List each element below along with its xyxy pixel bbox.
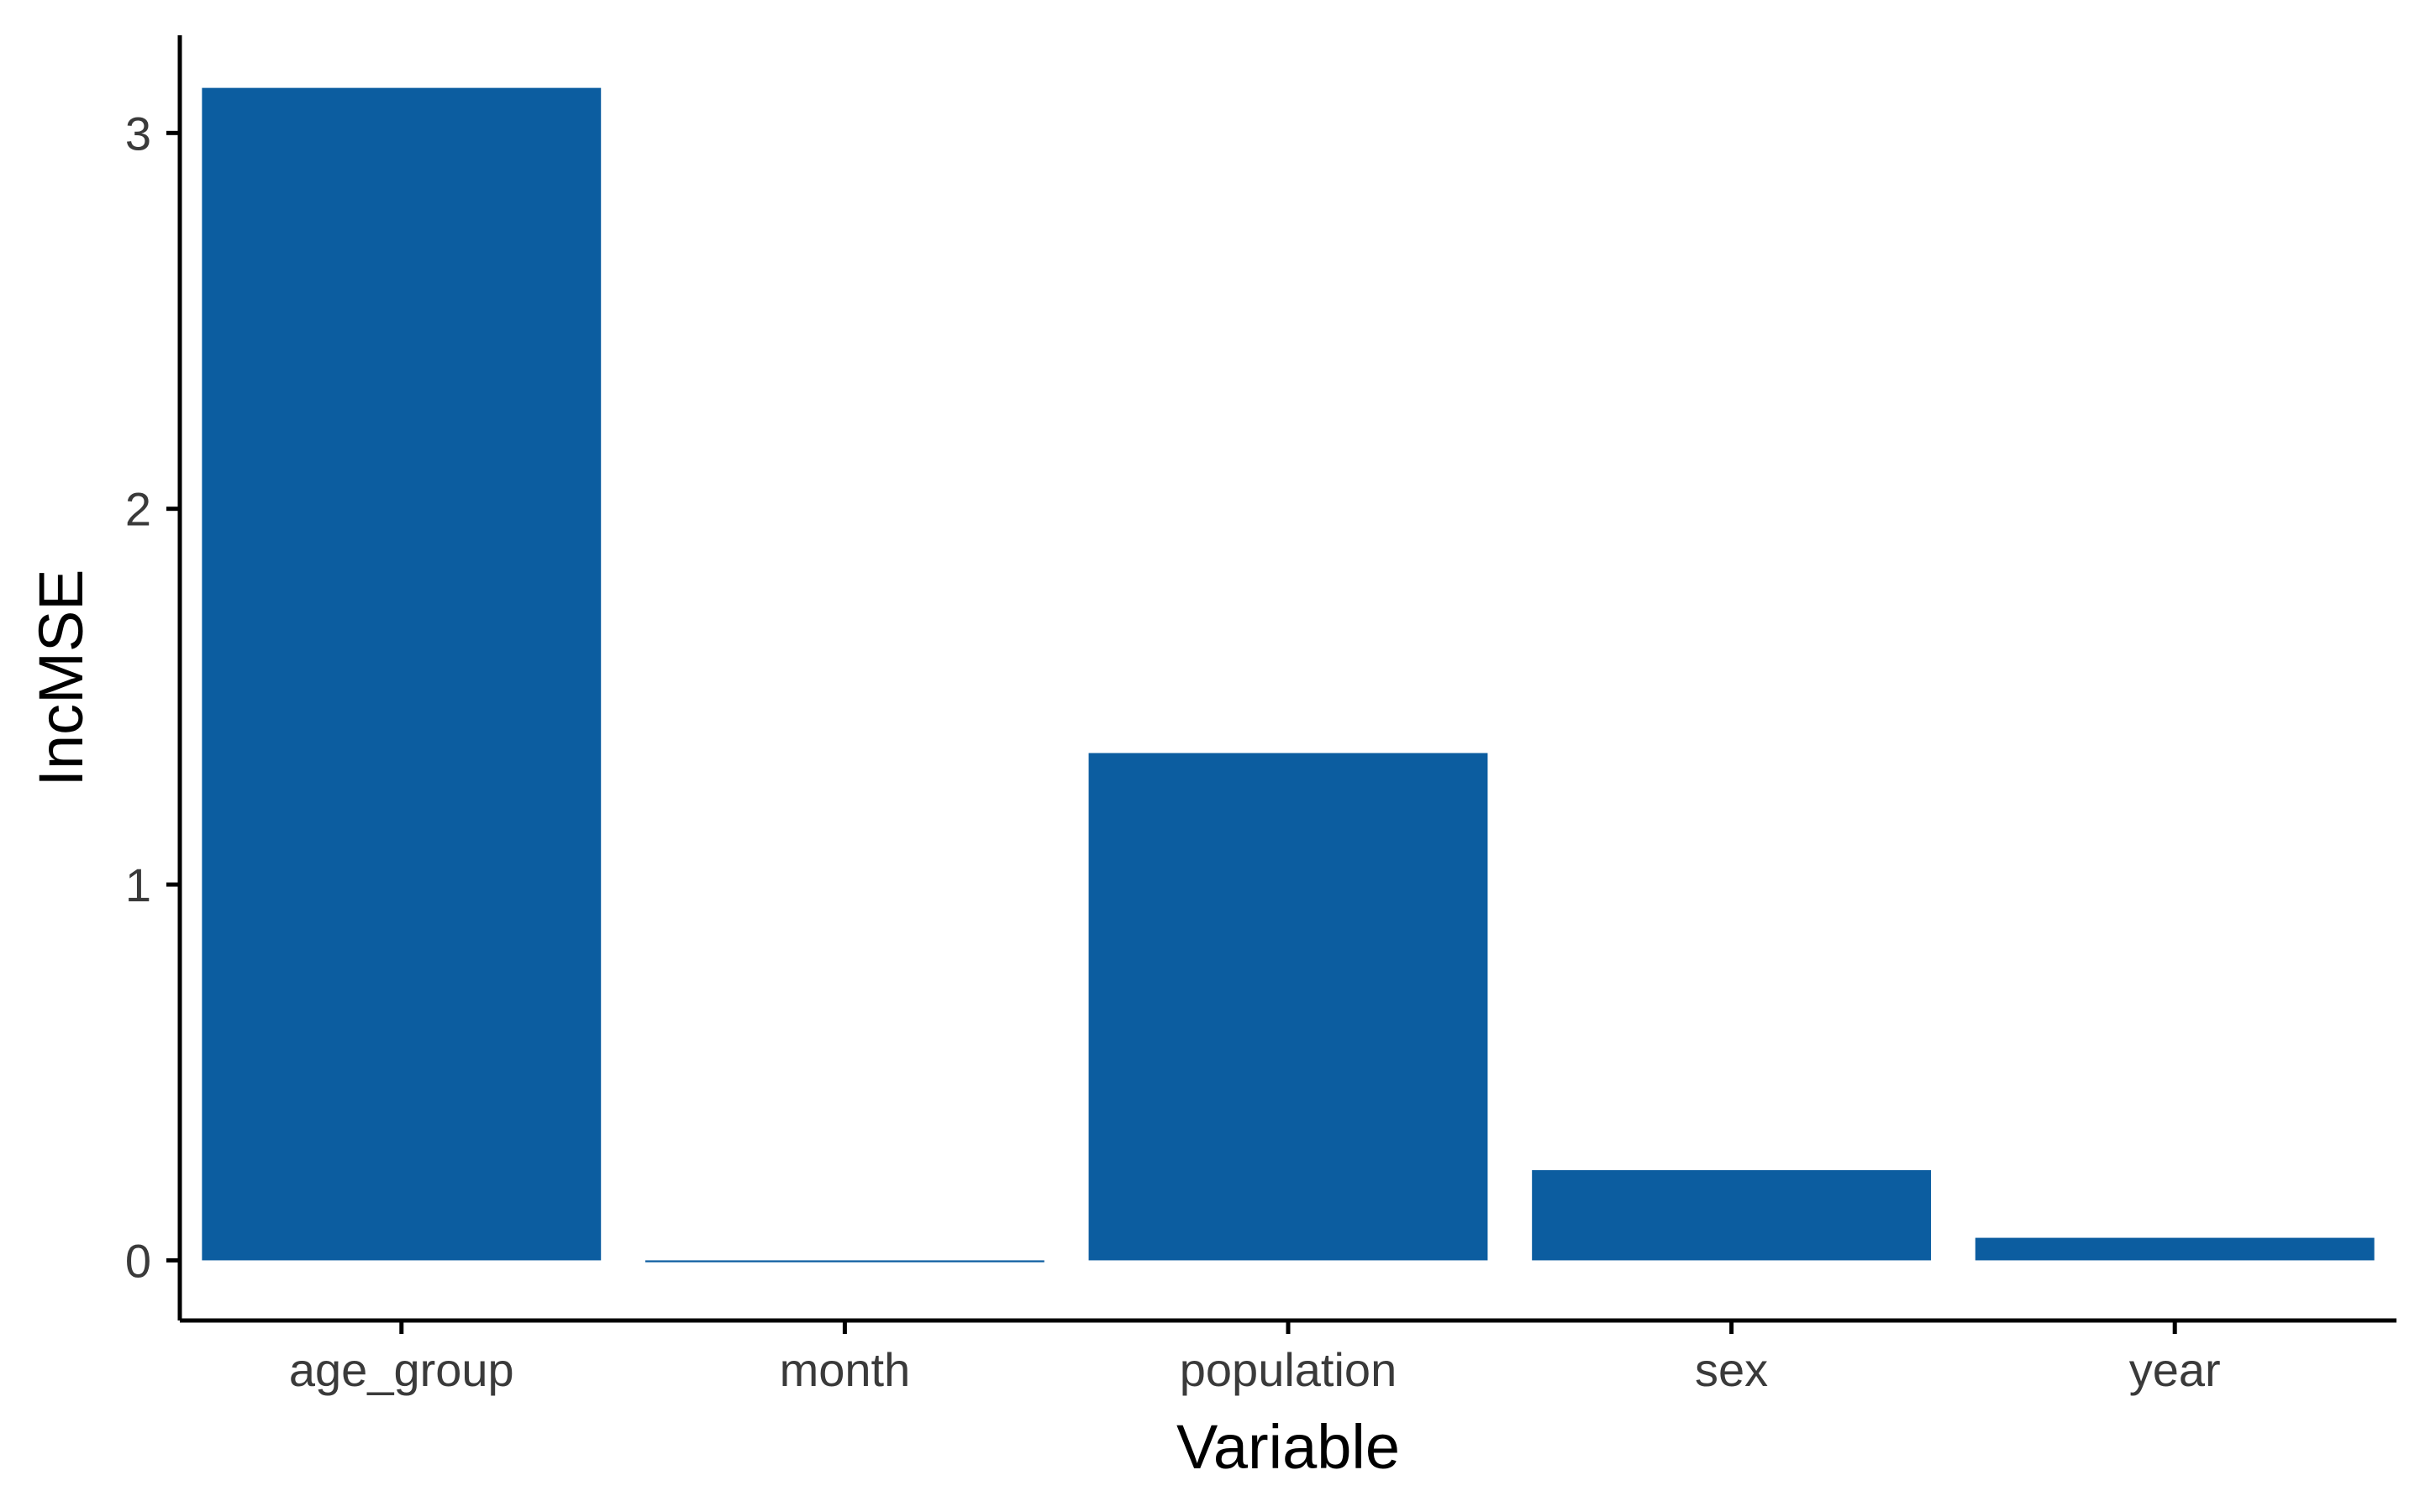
y-axis-ticks: 0 1 2 3 [125, 107, 180, 1287]
y-axis-title: IncMSE [26, 569, 96, 786]
y-tick-label: 0 [125, 1234, 151, 1287]
x-tick-label: age_group [289, 1343, 514, 1396]
bar-age-group [202, 87, 602, 1261]
x-tick-label: month [780, 1343, 911, 1396]
x-axis-ticks: age_group month population sex year [289, 1320, 2221, 1396]
bar-year [1975, 1237, 2375, 1261]
bar-population [1088, 753, 1488, 1261]
x-tick-label: year [2129, 1343, 2221, 1396]
bar-month [644, 1260, 1044, 1263]
x-axis-title: Variable [1176, 1412, 1400, 1482]
y-tick-label: 3 [125, 107, 151, 160]
bars-group [202, 87, 2375, 1263]
x-tick-label: population [1180, 1343, 1397, 1396]
y-tick-label: 2 [125, 483, 151, 536]
x-tick-label: sex [1695, 1343, 1768, 1396]
bar-sex [1532, 1170, 1932, 1261]
y-tick-label: 1 [125, 858, 151, 911]
